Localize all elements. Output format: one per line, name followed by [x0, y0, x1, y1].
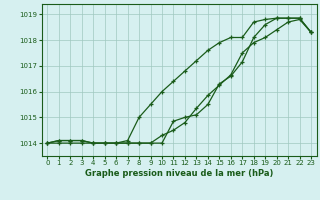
X-axis label: Graphe pression niveau de la mer (hPa): Graphe pression niveau de la mer (hPa) [85, 169, 273, 178]
